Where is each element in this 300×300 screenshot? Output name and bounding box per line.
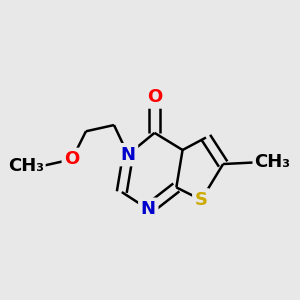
Text: N: N: [121, 146, 136, 164]
Text: CH₃: CH₃: [254, 154, 290, 172]
Text: N: N: [141, 200, 156, 218]
Text: CH₃: CH₃: [8, 157, 44, 175]
Text: O: O: [147, 88, 162, 106]
Text: S: S: [195, 191, 208, 209]
Text: O: O: [64, 150, 80, 168]
